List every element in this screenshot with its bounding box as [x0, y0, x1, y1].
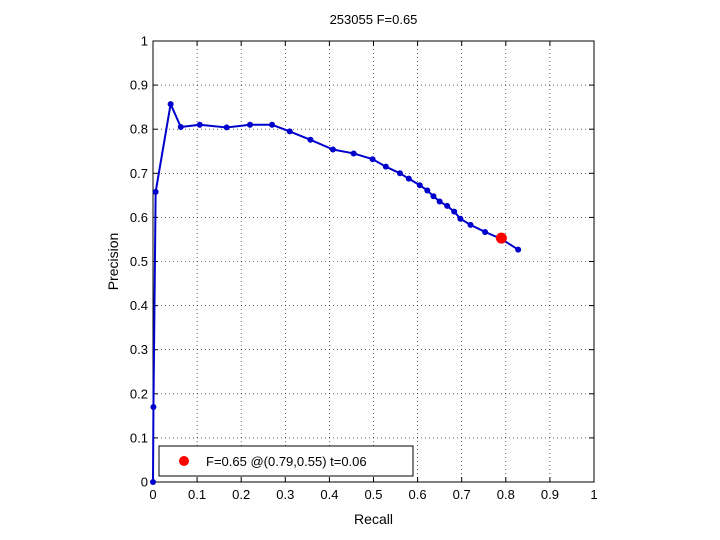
data-point — [430, 193, 437, 200]
data-point — [436, 198, 443, 205]
data-point — [247, 121, 254, 128]
y-tick-label: 0.9 — [130, 78, 148, 93]
legend-box — [158, 445, 414, 477]
data-point — [307, 136, 314, 143]
x-tick-label: 1 — [590, 487, 597, 502]
data-point — [482, 228, 489, 235]
data-point — [467, 221, 474, 228]
x-axis-label: Recall — [354, 511, 393, 527]
data-point — [457, 215, 464, 222]
x-tick-label: 0.6 — [409, 487, 427, 502]
data-point — [350, 150, 357, 157]
y-tick-label: 0.6 — [130, 210, 148, 225]
data-point — [382, 163, 389, 170]
y-tick-label: 0.1 — [130, 430, 148, 445]
x-tick-label: 0 — [149, 487, 156, 502]
legend-marker — [179, 456, 189, 466]
data-point — [167, 101, 174, 108]
y-tick-label: 0 — [141, 475, 148, 490]
y-tick-label: 0.5 — [130, 254, 148, 269]
y-axis-label: Precision — [105, 233, 121, 291]
y-tick-label: 0.4 — [130, 298, 148, 313]
ticks: 0 0.1 0.2 0.3 0.4 0.5 0.6 0.7 0.8 0.9 1 0 0.1 0.2 0.3 0… — [130, 34, 598, 503]
data-point — [329, 146, 336, 153]
grid — [153, 41, 594, 482]
best-f-point — [495, 232, 507, 244]
data-point — [396, 170, 403, 177]
legend-entry: F=0.65 @(0.79,0.55) t=0.06 — [206, 454, 367, 469]
data-point — [196, 121, 203, 128]
data-point — [416, 182, 423, 189]
x-tick-label: 0.1 — [188, 487, 206, 502]
x-tick-label: 0.4 — [320, 487, 338, 502]
x-tick-label: 0.5 — [364, 487, 382, 502]
data-point — [424, 187, 431, 194]
y-tick-label: 0.2 — [130, 386, 148, 401]
data-point — [150, 479, 156, 485]
data-point — [223, 124, 230, 131]
data-point — [451, 208, 458, 215]
data-series — [150, 101, 522, 485]
highlight-point-group — [495, 232, 507, 244]
chart-title: 253055 F=0.65 — [330, 12, 418, 27]
data-point — [269, 121, 276, 128]
data-point — [177, 123, 184, 130]
x-tick-label: 0.2 — [232, 487, 250, 502]
data-point — [152, 188, 159, 195]
x-tick-label: 0.9 — [541, 487, 559, 502]
data-point — [286, 128, 293, 135]
y-tick-label: 0.7 — [130, 166, 148, 181]
data-point — [405, 175, 412, 182]
legend: F=0.65 @(0.79,0.55) t=0.06 — [158, 445, 414, 477]
series-line — [152, 103, 519, 483]
data-point — [444, 202, 451, 209]
data-point — [150, 404, 157, 411]
x-tick-label: 0.8 — [497, 487, 515, 502]
x-tick-label: 0.3 — [276, 487, 294, 502]
x-tick-label: 0.7 — [453, 487, 471, 502]
y-tick-label: 0.3 — [130, 342, 148, 357]
data-point — [369, 156, 376, 163]
data-point — [515, 246, 522, 253]
y-tick-label: 1 — [141, 34, 148, 49]
y-tick-label: 0.8 — [130, 122, 148, 137]
